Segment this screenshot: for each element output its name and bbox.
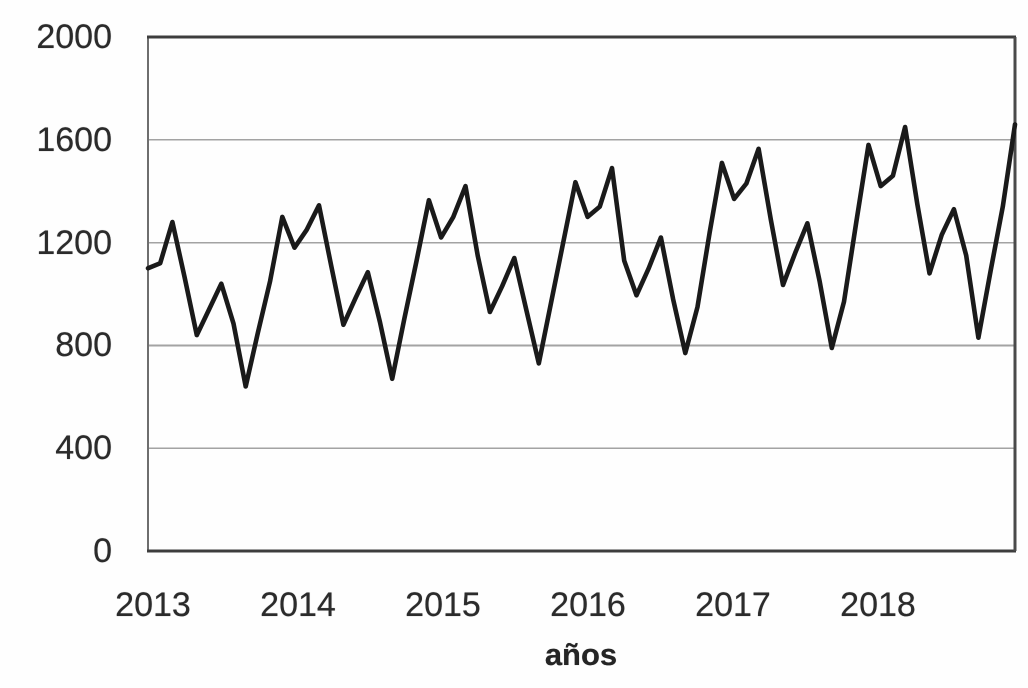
- x-axis-tick-label: 2013: [115, 586, 191, 624]
- data-line: [145, 122, 1018, 389]
- y-axis-tick-label: 0: [93, 532, 112, 570]
- x-axis-tick-label: 2016: [550, 586, 626, 624]
- y-axis-tick-label: 400: [55, 429, 112, 468]
- y-axis-tick-label: 800: [55, 326, 112, 365]
- y-axis-tick-label: 2000: [36, 18, 112, 56]
- plot-area-border: [147, 36, 1016, 552]
- x-axis-tick-label: 2015: [405, 586, 481, 624]
- x-axis-tick-label: 2017: [695, 586, 771, 624]
- x-axis-title: años: [544, 637, 618, 672]
- x-axis-tick-label: 2018: [840, 586, 916, 624]
- y-axis-tick-label: 1600: [36, 120, 112, 159]
- y-axis-tick-label: 1200: [36, 223, 112, 262]
- x-axis-tick-label: 2014: [260, 586, 336, 624]
